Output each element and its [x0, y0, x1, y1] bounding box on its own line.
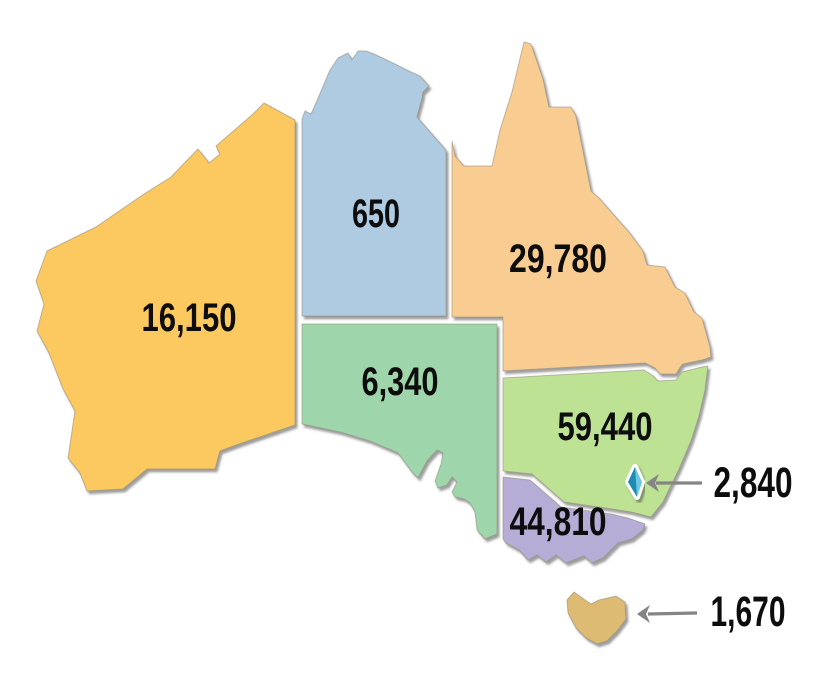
south-australia-value-label: 6,340 — [362, 360, 439, 404]
state-western-australia: 16,150 — [35, 102, 296, 492]
northern-territory-value-label: 650 — [352, 192, 400, 236]
state-queensland: 29,780 — [451, 41, 712, 375]
state-tasmania — [566, 591, 627, 645]
tasmania-callout-arrow-line — [647, 611, 698, 616]
northern-territory-shape — [301, 50, 447, 317]
tasmania-value-label: 1,670 — [711, 588, 786, 636]
state-australian-capital-territory — [625, 464, 645, 500]
act-callout: 2,840 — [646, 459, 793, 507]
state-new-south-wales: 59,440 — [502, 365, 709, 518]
western-australia-value-label: 16,150 — [142, 296, 237, 340]
new-south-wales-shape — [502, 365, 709, 518]
queensland-value-label: 29,780 — [509, 237, 607, 281]
western-australia-shape — [35, 102, 296, 492]
new-south-wales-value-label: 59,440 — [558, 405, 653, 449]
tasmania-callout-arrowhead — [637, 605, 650, 623]
tasmania-callout: 1,670 — [637, 588, 786, 636]
act-shade-dark — [628, 467, 637, 497]
act-shade-light — [635, 467, 642, 497]
act-value-label: 2,840 — [714, 459, 793, 507]
state-south-australia: 6,340 — [301, 323, 498, 540]
australian-capital-territory-shape — [628, 467, 642, 497]
state-victoria: 44,810 — [502, 476, 646, 564]
state-northern-territory: 650 — [301, 50, 447, 317]
south-australia-shape — [301, 323, 498, 540]
tasmania-shape — [566, 591, 627, 645]
victoria-shape — [502, 476, 646, 564]
queensland-shape — [451, 41, 712, 375]
act-callout-arrowhead — [646, 474, 659, 492]
victoria-value-label: 44,810 — [510, 500, 607, 544]
